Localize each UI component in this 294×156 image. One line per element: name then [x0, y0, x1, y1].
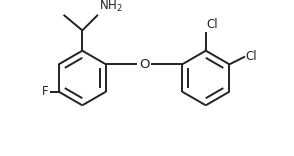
Text: Cl: Cl: [246, 50, 258, 63]
Text: Cl: Cl: [207, 18, 218, 31]
Text: O: O: [139, 58, 149, 71]
Text: NH$_2$: NH$_2$: [99, 0, 123, 14]
Text: F: F: [42, 85, 49, 98]
